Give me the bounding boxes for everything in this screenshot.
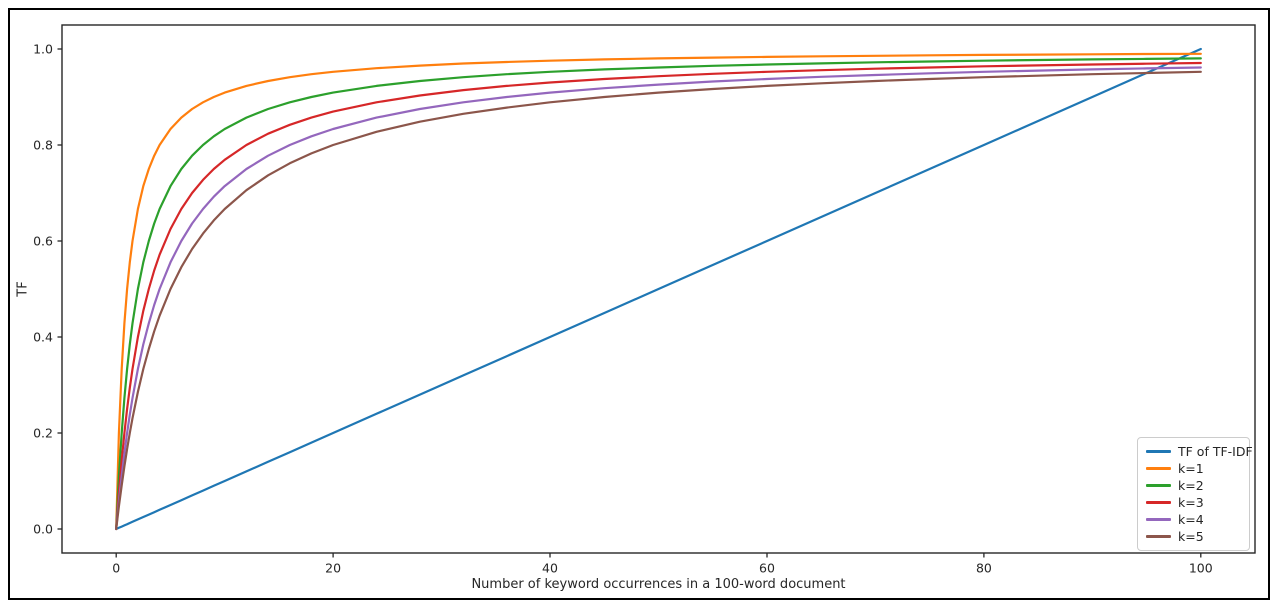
- x-tick-label: 100: [1189, 561, 1213, 576]
- legend-label: k=4: [1178, 512, 1204, 527]
- series-line-k-4: [115, 66, 1202, 531]
- x-axis-label: Number of keyword occurrences in a 100-w…: [471, 577, 846, 592]
- legend-line-sample-icon: [1146, 501, 1171, 504]
- series-line-k-1: [115, 52, 1202, 531]
- x-tick-label: 20: [325, 561, 341, 576]
- y-tick-label: 1.0: [33, 41, 53, 56]
- y-axis-label: TF: [15, 281, 31, 297]
- legend-entry-k5: k=5: [1146, 529, 1241, 544]
- legend-label: TF of TF-IDF: [1178, 444, 1253, 459]
- y-tick-label: 0.6: [33, 233, 53, 248]
- series-lines: [115, 47, 1202, 531]
- legend-entry-k2: k=2: [1146, 478, 1241, 493]
- x-tick-label: 60: [759, 561, 775, 576]
- series-line-k-5: [115, 70, 1202, 531]
- axis-ticks: 0 20 40 60 80 100 0.0 0.2 0.4 0.6 0.8 1.0: [33, 41, 1213, 575]
- legend-line-sample-icon: [1146, 450, 1171, 453]
- y-tick-label: 0.2: [33, 425, 53, 440]
- legend-entry-k1: k=1: [1146, 461, 1241, 476]
- legend-line-sample-icon: [1146, 518, 1171, 521]
- legend-label: k=2: [1178, 478, 1204, 493]
- y-tick-label: 0.8: [33, 137, 53, 152]
- legend-line-sample-icon: [1146, 535, 1171, 538]
- legend-entry-k3: k=3: [1146, 495, 1241, 510]
- y-tick-label: 0.0: [33, 521, 53, 536]
- legend-line-sample-icon: [1146, 484, 1171, 487]
- legend: TF of TF-IDF k=1 k=2 k=3 k=4 k=5: [1137, 437, 1253, 551]
- legend-line-sample-icon: [1146, 467, 1171, 470]
- x-tick-label: 40: [542, 561, 558, 576]
- x-tick-label: 0: [112, 561, 120, 576]
- legend-entry-k4: k=4: [1146, 512, 1241, 527]
- legend-label: k=3: [1178, 495, 1204, 510]
- legend-label: k=5: [1178, 529, 1204, 544]
- series-line-k-3: [115, 61, 1202, 531]
- y-tick-label: 0.4: [33, 329, 53, 344]
- legend-label: k=1: [1178, 461, 1204, 476]
- x-tick-label: 80: [976, 561, 992, 576]
- series-line-tf-of-tf-idf: [115, 47, 1202, 531]
- legend-entry-tf-of-tf-idf: TF of TF-IDF: [1146, 444, 1253, 459]
- series-line-k-2: [115, 57, 1202, 531]
